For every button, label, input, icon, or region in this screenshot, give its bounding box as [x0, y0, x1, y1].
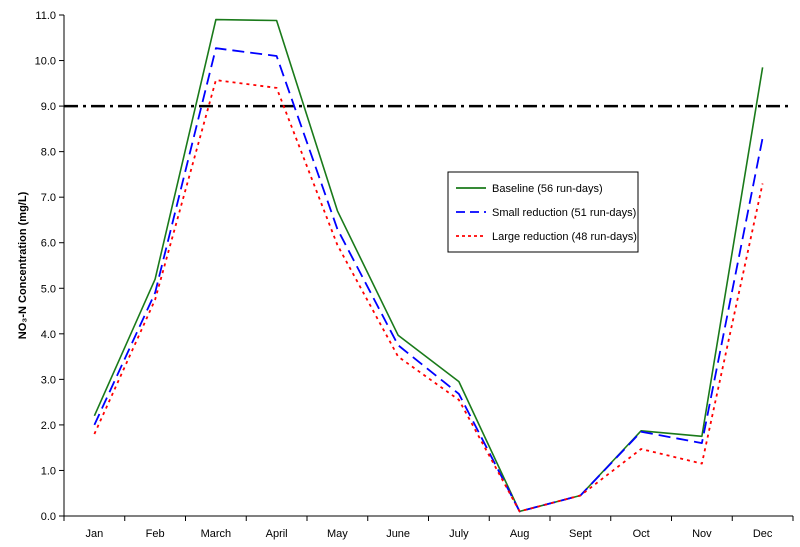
y-tick-label: 0.0 — [41, 511, 56, 523]
y-tick-label: 2.0 — [41, 420, 56, 432]
x-tick-label: Oct — [633, 528, 650, 540]
x-tick-label: March — [201, 528, 232, 540]
x-tick-label: July — [449, 528, 469, 540]
y-tick-label: 11.0 — [35, 10, 56, 22]
x-tick-label: June — [386, 528, 410, 540]
y-tick-label: 1.0 — [41, 465, 56, 477]
x-tick-label: Sept — [569, 528, 592, 540]
legend-label-2: Large reduction (48 run-days) — [492, 231, 637, 243]
series-line-0 — [93, 18, 764, 513]
x-tick-label: Feb — [146, 528, 165, 540]
series-line-1 — [93, 47, 764, 513]
legend-label-0: Baseline (56 run-days) — [492, 183, 603, 195]
y-tick-label: 5.0 — [41, 283, 56, 295]
x-tick-label: May — [327, 528, 348, 540]
y-axis-title: NO₃-N Concentration (mg/L) — [17, 191, 29, 339]
y-tick-label: 7.0 — [41, 192, 56, 204]
y-tick-label: 4.0 — [41, 329, 56, 341]
plot-area: 0.0 1.0 2.0 3.0 4.0 5.0 6.0 7.0 8.0 9.0 10.0 11.0 Ja… — [17, 10, 794, 540]
y-tick-label: 3.0 — [41, 374, 56, 386]
x-tick-label: Jan — [86, 528, 104, 540]
series-line-2 — [93, 79, 764, 513]
x-tick-label: Dec — [753, 528, 773, 540]
x-tick-label: April — [266, 528, 288, 540]
x-tick-label: Aug — [510, 528, 530, 540]
y-tick-label: 6.0 — [41, 238, 56, 250]
legend-box — [447, 171, 639, 253]
y-tick-label: 9.0 — [41, 101, 56, 113]
y-tick-label: 10.0 — [35, 56, 56, 68]
x-tick-label: Nov — [692, 528, 712, 540]
y-tick-label: 8.0 — [41, 147, 56, 159]
legend-label-1: Small reduction (51 run-days) — [492, 207, 636, 219]
legend: Baseline (56 run-days) Small reduction (5… — [447, 171, 639, 253]
